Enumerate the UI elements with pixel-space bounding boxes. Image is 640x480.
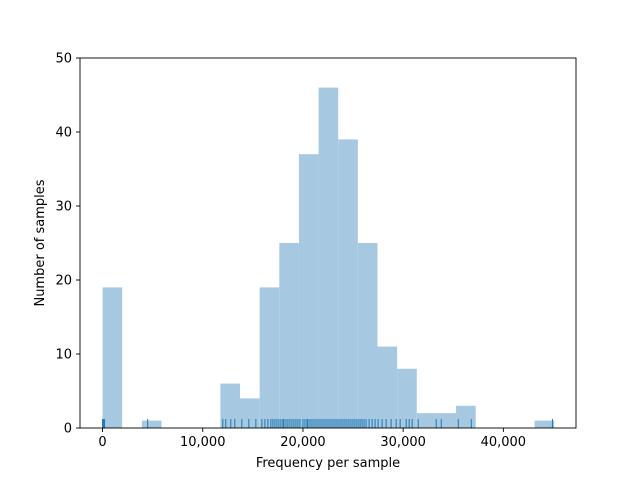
histogram-bar-16 <box>416 413 437 428</box>
histogram-bar-9 <box>279 243 299 428</box>
histogram-bar-17 <box>436 413 457 428</box>
histogram-bar-12 <box>338 139 358 428</box>
histogram-bar-0 <box>102 287 123 428</box>
x-axis-ticks: 0 10,000 20,000 30,000 40,000 <box>98 428 526 450</box>
x-tick-label-2: 20,000 <box>280 435 326 450</box>
histogram-bars <box>102 87 555 428</box>
y-tick-label-5: 50 <box>55 52 72 67</box>
x-tick-label-0: 0 <box>98 435 106 450</box>
histogram-bar-15 <box>397 368 417 428</box>
y-tick-label-0: 0 <box>64 422 72 437</box>
y-tick-label-2: 20 <box>55 274 72 289</box>
y-axis-label: Number of samples <box>33 179 48 306</box>
x-tick-label-4: 40,000 <box>481 435 527 450</box>
histogram-bar-11 <box>318 87 339 428</box>
x-axis-label: Frequency per sample <box>256 456 400 471</box>
rug-ticks <box>102 419 553 428</box>
histogram-bar-13 <box>357 243 378 428</box>
histogram-bar-10 <box>298 154 319 428</box>
histogram-bar-8 <box>259 287 280 428</box>
histogram-bar-2 <box>141 420 162 428</box>
plot-frame <box>79 57 577 429</box>
histogram-bar-22 <box>534 420 555 428</box>
histogram-bar-7 <box>240 398 260 428</box>
x-tick-label-1: 10,000 <box>180 435 226 450</box>
y-tick-label-4: 40 <box>55 126 72 141</box>
histogram-bar-18 <box>456 405 476 428</box>
y-tick-label-3: 30 <box>55 200 72 215</box>
x-tick-label-3: 30,000 <box>380 435 426 450</box>
y-axis-ticks: 0 10 20 30 40 50 <box>55 52 80 437</box>
y-tick-label-1: 10 <box>55 348 72 363</box>
histogram-bar-14 <box>377 346 398 428</box>
histogram-bar-6 <box>220 383 241 428</box>
